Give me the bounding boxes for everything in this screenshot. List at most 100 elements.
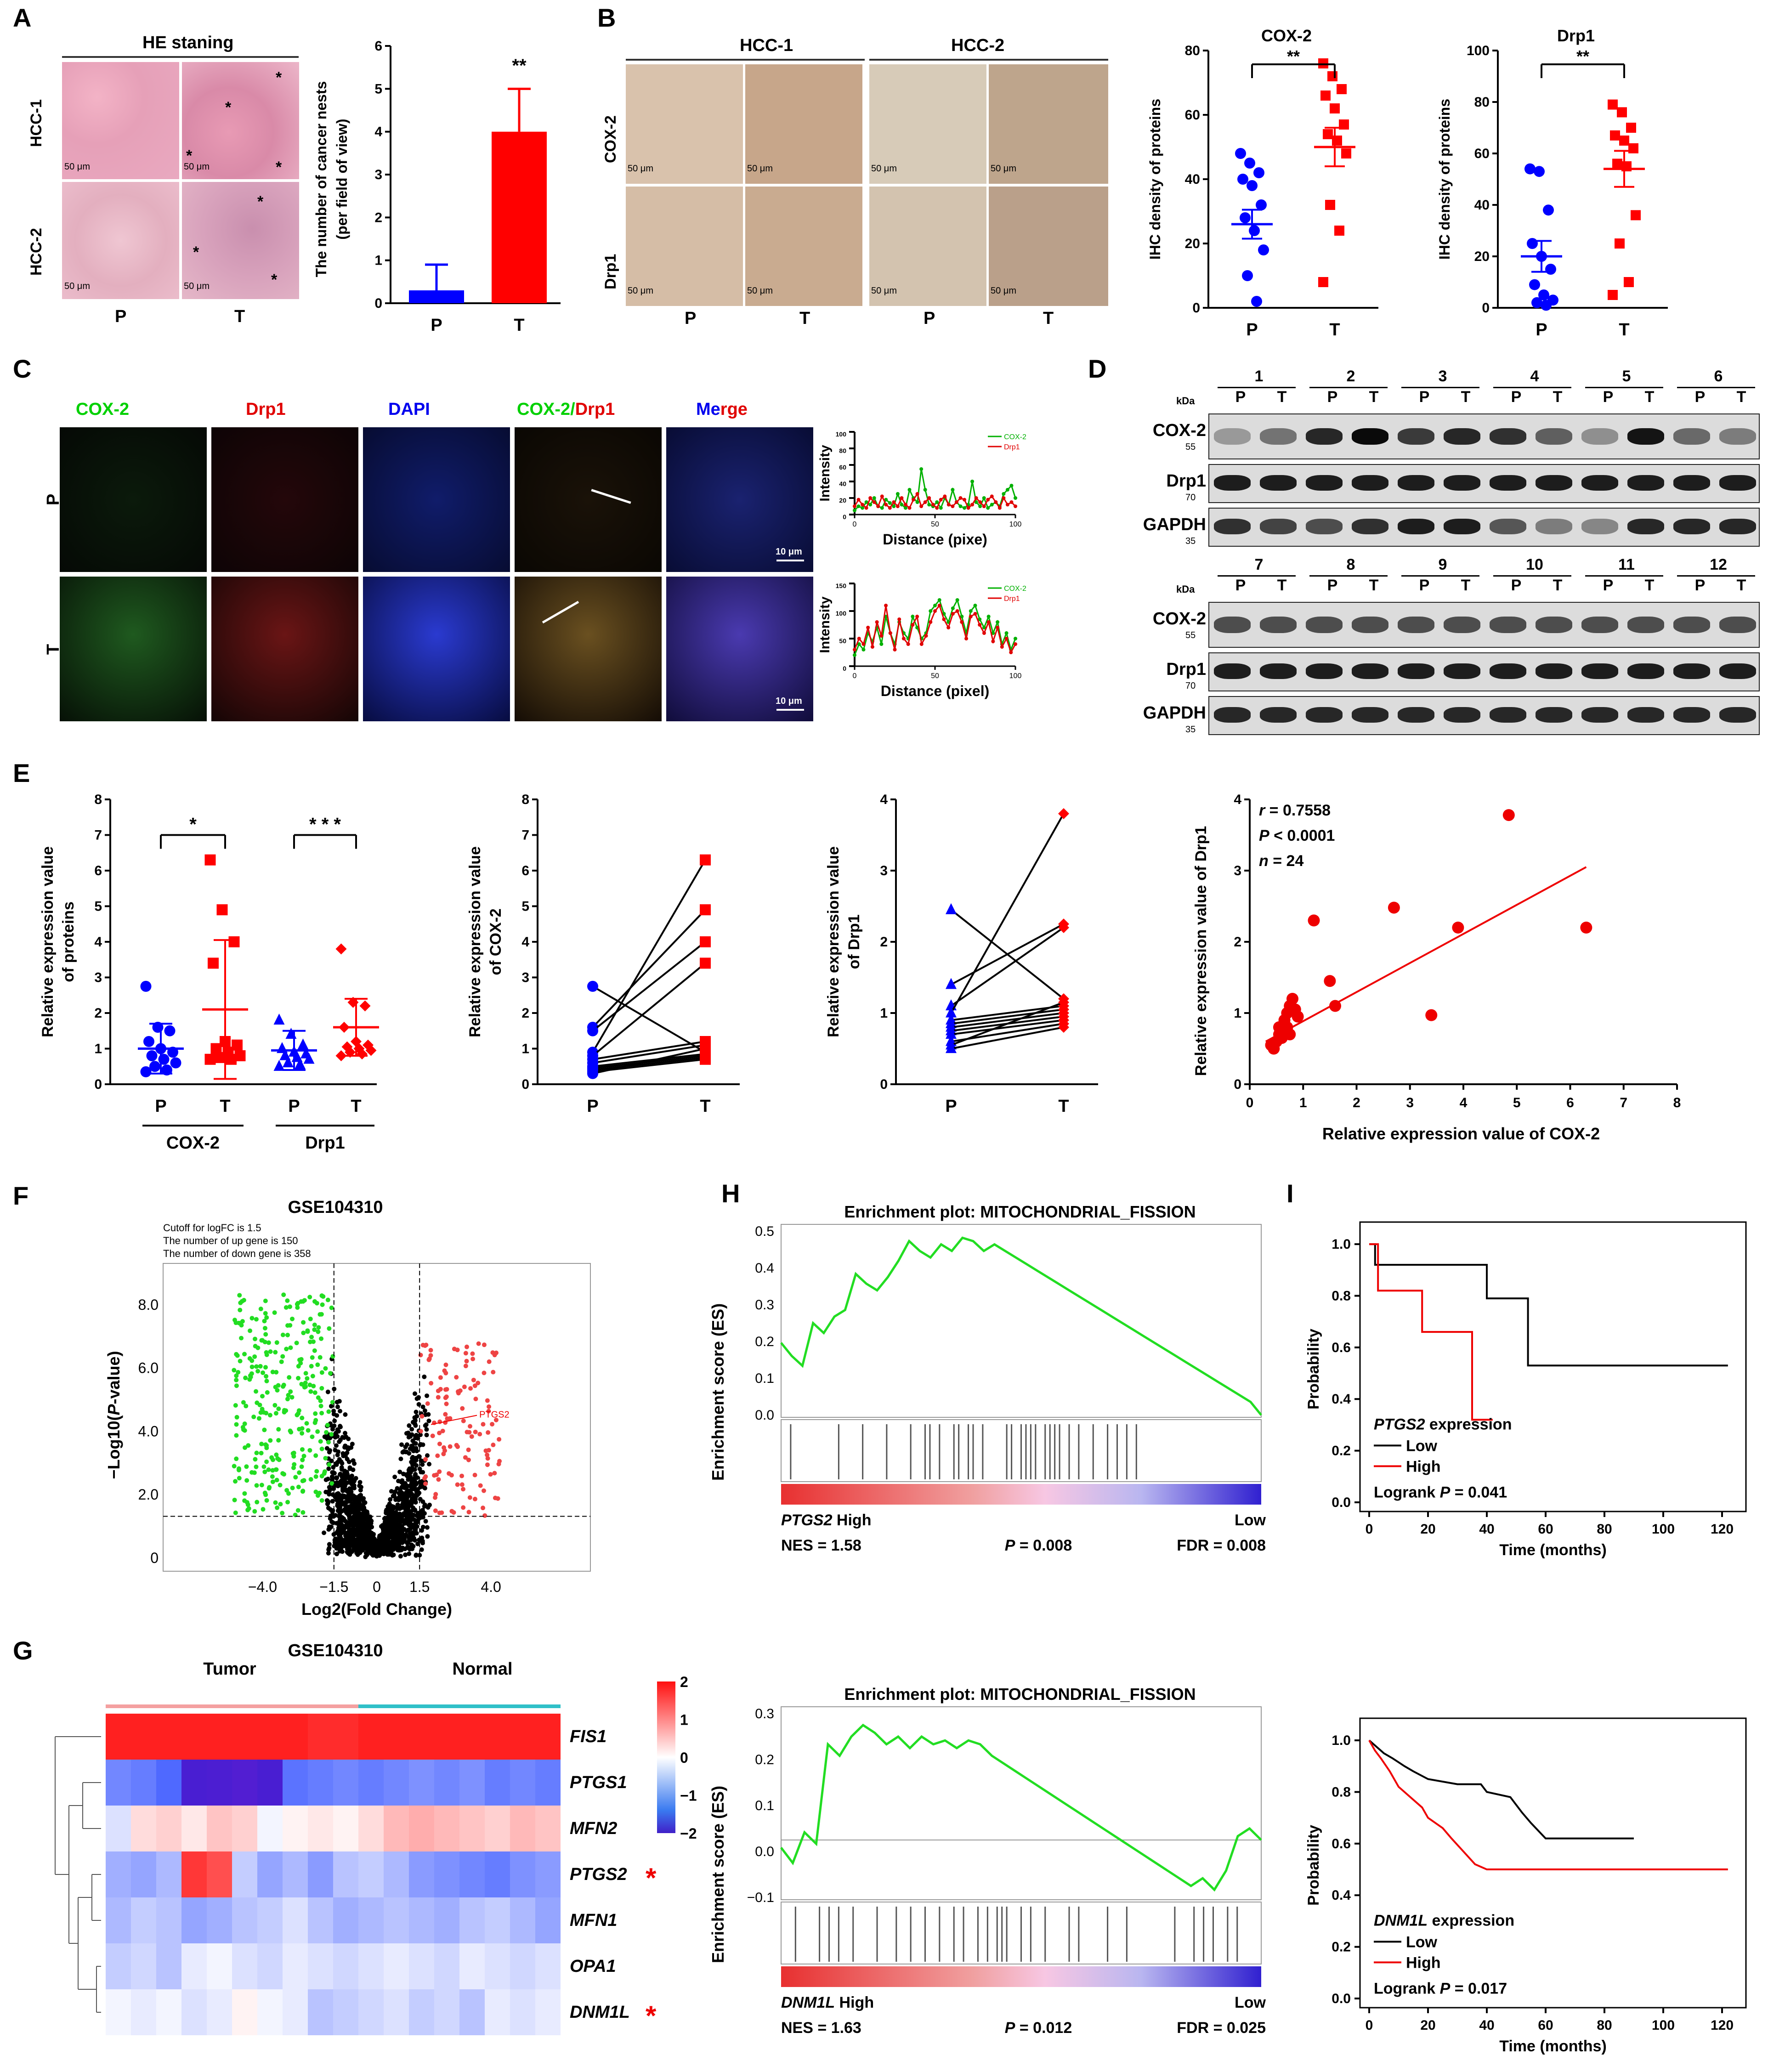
volcano-point-ns	[403, 1472, 408, 1477]
intensity-legend-label: COX-2	[1004, 433, 1026, 441]
heatmap-cell	[485, 1851, 510, 1897]
volcano-point-up	[455, 1444, 460, 1449]
volcano-point-ns	[332, 1471, 337, 1476]
volcano-point-down	[308, 1316, 313, 1321]
volcano-y-tick-label: 0	[150, 1550, 159, 1566]
gsea-y-tick-label: 0.0	[755, 1844, 774, 1859]
volcano-point-down	[237, 1293, 242, 1298]
intensity-point-COX-2	[923, 488, 927, 492]
intensity-point-COX-2	[929, 609, 933, 613]
volcano-point-down	[254, 1317, 259, 1322]
km-legend-title: PTGS2 expression	[1374, 1415, 1512, 1433]
ihc-scale-1: 50 μm	[628, 164, 653, 174]
intensity-point-COX-2	[1002, 492, 1006, 496]
intensity-point-Drp1	[884, 503, 888, 507]
km-logrank: Logrank P = 0.017	[1374, 1980, 1507, 1998]
blot-lane-number: 4	[1530, 368, 1539, 385]
dot-y-tick-label: 20	[1185, 236, 1200, 251]
heatmap-cell	[131, 1806, 156, 1851]
blot-lane-number: 12	[1710, 556, 1727, 573]
volcano-point-ns	[422, 1502, 427, 1507]
volcano-point-down	[325, 1422, 330, 1427]
volcano-point-down	[285, 1332, 290, 1337]
blot-band	[1673, 617, 1710, 633]
intensity-point-COX-2	[907, 488, 912, 492]
heatmap-cell	[283, 1806, 308, 1851]
prot-category-label: P	[155, 1097, 166, 1116]
corr-stat-value: = 0.7558	[1265, 802, 1331, 819]
km-x-tick-label: 20	[1420, 1522, 1435, 1537]
gsea-hit-frame	[781, 1902, 1262, 1964]
ihc-col-p1: P	[685, 309, 697, 328]
volcano-point-ns	[404, 1442, 409, 1447]
volcano-point-down	[273, 1411, 278, 1416]
if-intensity-plot-t: 0 50 100 150 0 50 100 Distance (pixel) Intensity…	[817, 582, 1026, 699]
blot-lane-number: 3	[1438, 368, 1447, 385]
intensity-point-Drp1	[912, 498, 916, 502]
volcano-point-down	[274, 1478, 279, 1483]
intensity-point-COX-2	[1004, 631, 1009, 635]
volcano-point-ns	[332, 1418, 337, 1423]
volcano-point-up	[438, 1375, 443, 1380]
blot-band	[1398, 475, 1434, 491]
heatmap-cell	[131, 1897, 156, 1943]
intensity-point-Drp1	[943, 494, 947, 498]
heatmap-cell	[232, 1760, 257, 1806]
volcano-point-up	[436, 1477, 441, 1482]
heatmap-cell	[232, 1806, 257, 1851]
volcano-point-up	[485, 1452, 490, 1457]
volcano-point-down	[324, 1430, 329, 1435]
paired-line	[951, 1008, 1064, 1025]
corr-point	[1284, 1028, 1296, 1041]
paired-y-tick-label: 2	[880, 934, 888, 950]
intensity-point-Drp1	[911, 623, 915, 627]
heatmap-gene-star: *	[646, 2000, 657, 2031]
heatmap-cell	[333, 1851, 358, 1897]
intensity-point-Drp1	[927, 496, 931, 500]
volcano-point-ns	[374, 1546, 379, 1551]
ihc-image-cox2-hcc1-p	[626, 64, 743, 184]
volcano-point-down	[264, 1315, 269, 1320]
heatmap-cell	[283, 1897, 308, 1943]
volcano-point-ns	[351, 1516, 357, 1521]
volcano-point-down	[263, 1332, 268, 1337]
volcano-point-down	[237, 1320, 242, 1325]
intensity-point-COX-2	[927, 503, 931, 507]
heatmap-cell	[434, 1806, 459, 1851]
gsea-nes: NES = 1.63	[781, 2019, 861, 2037]
volcano-point-ns	[426, 1418, 431, 1423]
volcano-point-down	[300, 1489, 306, 1494]
blot-band	[1214, 663, 1251, 679]
volcano-point-down	[316, 1395, 321, 1400]
volcano-point-down	[326, 1409, 331, 1414]
volcano-point-down	[272, 1403, 278, 1408]
paired-y-label-line2: of COX-2	[487, 908, 504, 975]
volcano-point-up	[466, 1447, 471, 1452]
volcano-point-up	[430, 1433, 435, 1438]
blot-band	[1260, 519, 1297, 534]
volcano-point-ns	[418, 1497, 423, 1502]
volcano-point-ns	[398, 1546, 403, 1551]
volcano-point-down	[254, 1483, 259, 1488]
intensity-y-label: Intensity	[817, 596, 833, 653]
intensity-point-COX-2	[990, 503, 994, 507]
volcano-point-ns	[325, 1477, 330, 1482]
volcano-point-up	[476, 1341, 481, 1346]
gsea-nes: NES = 1.58	[781, 1537, 861, 1554]
heatmap-cell	[535, 1806, 561, 1851]
blot-band	[1627, 663, 1664, 679]
intensity-point-COX-2	[958, 504, 963, 508]
intensity-point-COX-2	[868, 503, 873, 507]
volcano-point-down	[301, 1320, 306, 1325]
volcano-point-ns	[351, 1534, 356, 1539]
blot-band	[1627, 617, 1664, 633]
volcano-point-down	[234, 1383, 239, 1388]
paired-y-tick-label: 1	[521, 1042, 529, 1057]
dot-point-t	[1341, 148, 1351, 159]
volcano-point-ns	[380, 1550, 385, 1555]
volcano-point-down	[232, 1464, 237, 1469]
dot-point-t	[1612, 159, 1622, 169]
dot-point-p	[1251, 296, 1262, 307]
paired-y-tick-label: 5	[521, 899, 529, 914]
paired-point-t	[700, 936, 711, 947]
